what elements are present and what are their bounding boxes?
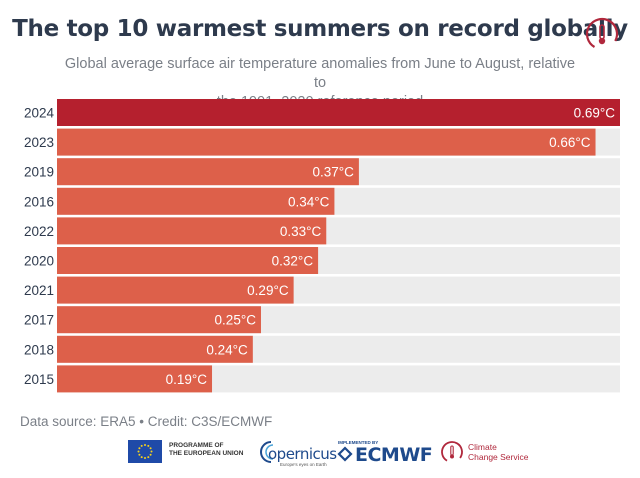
eu-line-1: PROGRAMME OF [169,442,224,449]
category-label: 2019 [24,165,54,180]
value-label: 0.66°C [549,135,591,150]
category-label: 2015 [24,372,54,387]
bar-2019 [57,158,359,186]
value-label: 0.33°C [280,224,322,239]
c3s-line-2: Change Service [468,452,529,462]
value-label: 0.29°C [247,283,289,298]
value-label: 0.19°C [166,372,208,387]
value-label: 0.24°C [206,342,248,357]
climate-thermometer-logo [585,17,619,51]
copernicus-wordmark: opernicus [268,445,337,463]
bar-2017 [57,306,261,334]
category-label: 2016 [24,194,54,209]
footer-logos: PROGRAMME OF THE EUROPEAN UNION opernicu… [0,436,640,470]
bar-2015 [57,365,213,393]
c3s-text: Climate Change Service [468,442,528,462]
chart-title: The top 10 warmest summers on record glo… [12,16,628,42]
data-source-credit: Data source: ERA5 • Credit: C3S/ECMWF [20,414,273,429]
c3s-line-1: Climate [468,442,497,452]
category-label: 2021 [24,283,54,298]
copernicus-tagline: Europe's eyes on Earth [280,462,327,467]
ecmwf-implemented-by: IMPLEMENTED BY [338,440,379,445]
bar-chart: 2024 0.69°C 2023 0.66°C 2019 0.37°C 2016 0.34°C… [24,99,620,393]
bar-2020 [57,247,319,274]
copernicus-logo-icon [260,441,274,463]
bar-2022 [57,217,327,245]
ecmwf-wordmark: ECMWF [355,444,433,466]
value-label: 0.25°C [215,313,257,328]
category-label: 2020 [24,254,54,269]
category-label: 2017 [24,313,54,328]
bar-2024 [57,99,620,126]
bar-2016 [57,187,335,215]
eu-programme-text: PROGRAMME OF THE EUROPEAN UNION [169,442,243,458]
bar-2023 [57,128,596,156]
value-label: 0.37°C [312,165,354,180]
c3s-logo-icon [441,441,463,463]
ecmwf-logo-icon [337,446,353,462]
subtitle-line-1: Global average surface air temperature a… [64,56,576,91]
bar-2018 [57,335,253,363]
category-label: 2022 [24,224,54,239]
category-label: 2023 [24,135,54,150]
category-label: 2018 [24,342,54,357]
value-label: 0.32°C [272,254,314,269]
eu-flag-icon [128,440,162,463]
value-label: 0.69°C [574,106,616,121]
bar-2021 [57,276,294,304]
category-label: 2024 [24,106,55,121]
eu-line-2: THE EUROPEAN UNION [169,450,244,457]
value-label: 0.34°C [288,194,330,209]
